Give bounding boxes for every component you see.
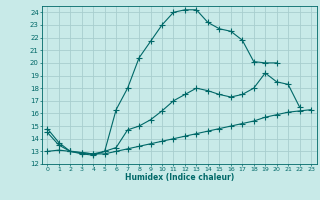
X-axis label: Humidex (Indice chaleur): Humidex (Indice chaleur): [124, 173, 234, 182]
